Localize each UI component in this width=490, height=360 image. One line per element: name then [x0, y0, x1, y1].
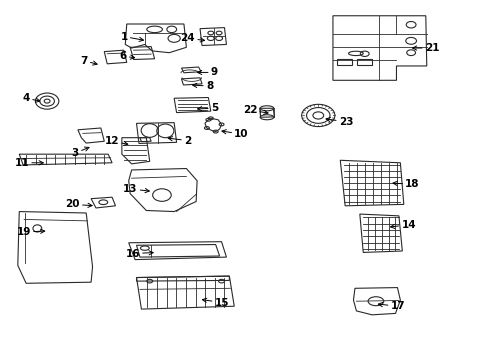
Text: 16: 16: [125, 248, 153, 258]
Text: 5: 5: [197, 103, 218, 113]
Text: 7: 7: [80, 55, 97, 66]
Text: 18: 18: [393, 179, 420, 189]
Text: 9: 9: [197, 67, 218, 77]
Text: 6: 6: [120, 51, 135, 61]
Text: 8: 8: [193, 81, 213, 91]
Text: 24: 24: [180, 33, 204, 43]
Text: 13: 13: [123, 184, 149, 194]
Text: 22: 22: [243, 105, 268, 115]
Text: 2: 2: [168, 136, 191, 145]
Text: 17: 17: [378, 301, 405, 311]
Text: 11: 11: [15, 158, 43, 168]
Text: 15: 15: [202, 298, 229, 308]
Text: 14: 14: [391, 220, 416, 230]
Text: 10: 10: [222, 129, 249, 139]
Text: 3: 3: [72, 147, 89, 158]
Text: 21: 21: [413, 43, 440, 53]
Text: 23: 23: [326, 117, 353, 127]
Text: 20: 20: [65, 199, 92, 210]
Text: 4: 4: [23, 93, 40, 103]
Text: 1: 1: [121, 32, 144, 41]
Text: 19: 19: [17, 227, 45, 237]
Text: 12: 12: [104, 136, 128, 146]
